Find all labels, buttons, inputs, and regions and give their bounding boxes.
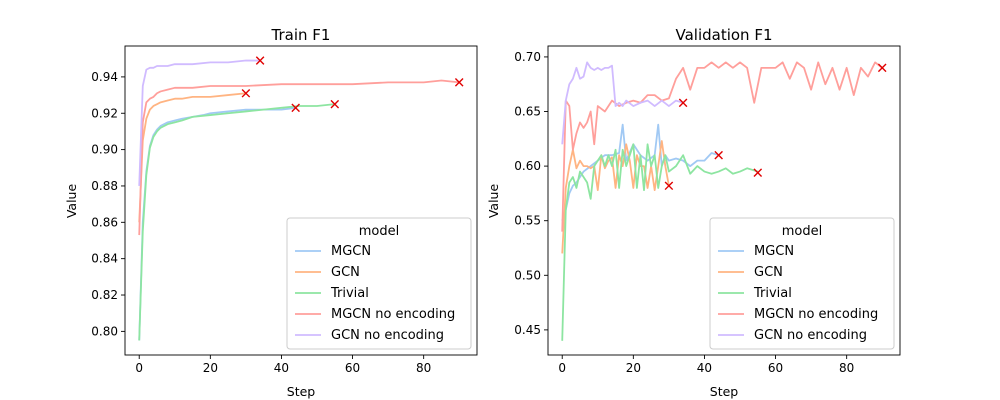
train-f1-end-marker-1 — [241, 88, 251, 98]
train-f1-legend-box — [286, 217, 472, 350]
validation-f1-chart: Validation F1 Step Value 0 20 40 60 80 0.45 0.… — [486, 26, 901, 399]
train-f1-legend: model MGCN GCN Trivial MGCN no encoding GCN n… — [286, 217, 472, 350]
validation-f1-y-axis-label: Value — [486, 184, 501, 219]
validation-f1-legend-entry-0: MGCN — [754, 244, 794, 259]
validation-f1-legend: model MGCN GCN Trivial MGCN no encoding GCN n… — [709, 217, 895, 350]
validation-f1-legend-entry-1: GCN — [754, 265, 783, 280]
validation-f1-legend-entry-3: MGCN no encoding — [754, 307, 878, 322]
validation-f1-y-tick-label: 0.50 — [514, 268, 541, 282]
train-f1-plot-frame — [124, 45, 478, 356]
train-f1-y-tick-label: 0.94 — [91, 70, 118, 84]
validation-f1-end-marker-2 — [753, 168, 763, 177]
train-f1-series-line-4 — [138, 59, 261, 186]
train-f1-y-tick-label: 0.88 — [91, 179, 118, 193]
train-f1-y-tick-label: 0.82 — [91, 288, 118, 302]
validation-f1-y-tick-label: 0.60 — [514, 159, 541, 173]
train-f1-x-tick-label: 60 — [345, 361, 360, 375]
validation-f1-y-tick-label: 0.45 — [514, 323, 541, 337]
validation-f1-y-tick-label: 0.55 — [514, 214, 541, 228]
train-f1-end-marker-0 — [291, 103, 300, 113]
train-f1-x-tick-label: 0 — [135, 361, 143, 375]
validation-f1-legend-entry-4: GCN no encoding — [754, 328, 867, 343]
train-f1-legend-entry-4: GCN no encoding — [331, 328, 444, 343]
train-f1-x-tick-label: 80 — [416, 361, 431, 375]
train-f1-y-tick-label: 0.92 — [91, 106, 118, 120]
train-f1-series-line-3 — [138, 79, 460, 236]
train-f1-legend-title: model — [359, 224, 399, 239]
train-f1-end-marker-2 — [330, 99, 340, 109]
validation-f1-legend-box — [709, 217, 895, 350]
validation-f1-x-tick-label: 20 — [626, 361, 641, 375]
train-f1-legend-entry-0: MGCN — [331, 244, 371, 259]
validation-f1-end-marker-3 — [877, 63, 887, 73]
train-f1-legend-entry-2: Trivial — [330, 286, 369, 301]
validation-f1-plot-frame — [547, 45, 901, 356]
validation-f1-x-axis-label: Step — [710, 384, 739, 399]
validation-f1-series-line-2 — [561, 143, 759, 341]
validation-f1-x-tick-label: 0 — [558, 361, 566, 375]
validation-f1-series-line-0 — [561, 123, 719, 221]
train-f1-x-tick-label: 20 — [203, 361, 218, 375]
validation-f1-series-line-3 — [561, 61, 883, 232]
train-f1-x-axis-label: Step — [287, 384, 316, 399]
train-f1-chart-title: Train F1 — [271, 26, 331, 44]
train-f1-x-tick-label: 40 — [274, 361, 289, 375]
validation-f1-chart-title: Validation F1 — [675, 26, 772, 44]
train-f1-series-line-0 — [138, 106, 296, 341]
validation-f1-x-tick-label: 40 — [697, 361, 712, 375]
validation-f1-legend-title: model — [782, 224, 822, 239]
validation-f1-y-tick-label: 0.65 — [514, 105, 541, 119]
validation-f1-x-tick-label: 60 — [768, 361, 783, 375]
train-f1-y-tick-label: 0.86 — [91, 215, 118, 229]
validation-f1-end-marker-4 — [678, 98, 688, 108]
validation-f1-legend-entry-2: Trivial — [753, 286, 792, 301]
train-f1-end-marker-3 — [454, 78, 464, 87]
train-f1-y-tick-label: 0.90 — [91, 143, 118, 157]
train-f1-series-line-1 — [138, 92, 246, 223]
train-f1-legend-entry-3: MGCN no encoding — [331, 307, 455, 322]
train-f1-y-tick-label: 0.80 — [91, 324, 118, 338]
validation-f1-x-tick-label: 80 — [839, 361, 854, 375]
train-f1-legend-entry-1: GCN — [331, 265, 360, 280]
validation-f1-end-marker-0 — [714, 150, 723, 160]
train-f1-end-marker-4 — [255, 56, 265, 65]
train-f1-series-line-2 — [138, 103, 335, 341]
validation-f1-end-marker-1 — [664, 181, 674, 191]
train-f1-chart: Train F1 Step Value 0 20 40 60 80 0.80 0.82 0.8… — [64, 26, 478, 399]
validation-f1-series-line-4 — [561, 61, 684, 145]
validation-f1-y-tick-label: 0.70 — [514, 50, 541, 64]
train-f1-y-tick-label: 0.84 — [91, 252, 118, 266]
train-f1-y-axis-label: Value — [64, 184, 79, 219]
